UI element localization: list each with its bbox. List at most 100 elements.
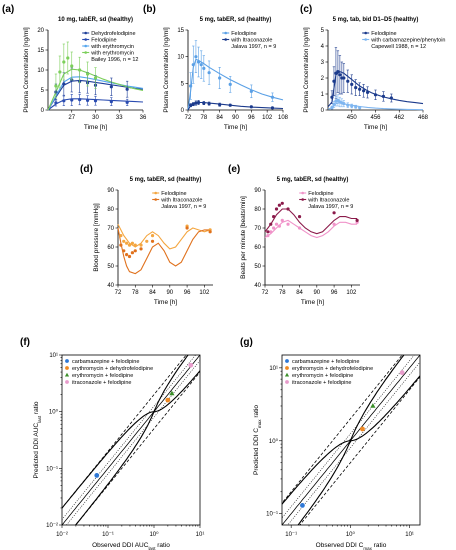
data-point <box>70 64 74 68</box>
data-point <box>145 239 149 243</box>
data-point <box>381 94 386 98</box>
data-point <box>122 239 126 243</box>
data-point <box>78 98 82 102</box>
data-point <box>78 68 82 72</box>
data-point <box>218 76 222 80</box>
legend-label: Felodipine <box>91 38 116 44</box>
data-point <box>125 253 129 257</box>
y-axis-label: Plasma Concentration [ng/ml] <box>163 27 170 112</box>
x-tick-label: 90 <box>232 115 239 121</box>
x-tick-label: 108 <box>278 115 289 121</box>
data-point <box>150 234 155 238</box>
y-tick-label: 20 <box>37 28 44 34</box>
data-point <box>354 86 358 90</box>
y-tick-label: 60 <box>254 245 261 251</box>
x-axis-label: Time [h] <box>84 124 107 131</box>
data-point <box>269 230 273 234</box>
data-point <box>330 106 334 110</box>
legend-label: Felodipine <box>231 31 256 37</box>
data-point <box>280 218 284 222</box>
study-note: Capewell 1988, n = 12 <box>371 44 426 50</box>
x-tick-label: 102 <box>346 290 357 296</box>
x-tick-label: 78 <box>200 115 207 121</box>
data-point <box>139 243 143 247</box>
data-point <box>109 100 113 104</box>
data-point <box>165 397 171 403</box>
x-tick-label: 10⁻¹ <box>285 532 297 538</box>
y-tick-label: 40 <box>254 283 261 289</box>
data-point <box>286 222 290 226</box>
data-point <box>360 426 365 432</box>
x-tick-label: 72 <box>115 290 122 296</box>
legend-label: Felodipine <box>371 31 396 37</box>
x-axis-label: Time [h] <box>364 124 387 131</box>
identity-line <box>62 355 200 525</box>
y-tick-label: 10 <box>37 68 44 74</box>
data-point <box>185 226 189 230</box>
x-tick-label: 456 <box>370 115 381 121</box>
x-tick-label: 72 <box>262 290 269 296</box>
x-tick-label: 78 <box>279 290 286 296</box>
panel-e: (e) 5 mg, tabER, sd (healthy) 72 78 84 90 96 10… <box>228 164 360 306</box>
y-tick-label: 70 <box>254 226 261 232</box>
data-point <box>133 243 137 247</box>
legend-marker <box>285 380 289 384</box>
legend-marker <box>301 191 305 195</box>
guest-limit-lower <box>74 369 200 525</box>
data-point <box>196 60 201 64</box>
y-tick-label: 5 <box>41 88 45 94</box>
y-tick-label: 10¹ <box>269 366 278 372</box>
data-point <box>274 222 279 226</box>
legend-marker <box>285 359 289 363</box>
x-tick-label: 102 <box>262 115 273 121</box>
y-tick-label: 50 <box>107 264 114 270</box>
fold-line-2 <box>282 355 403 504</box>
x-tick-label: 468 <box>418 115 429 121</box>
data-point <box>188 362 194 368</box>
fold-line-1-25 <box>287 361 420 525</box>
x-tick-label: 10⁻¹ <box>102 532 114 538</box>
panel-label: (g) <box>240 337 253 348</box>
data-point <box>355 218 359 222</box>
y-tick-label: 80 <box>107 207 114 213</box>
study-note: Jalava 1997, n = 9 <box>231 44 276 50</box>
legend-label: with Itraconazole <box>160 198 202 204</box>
legend-label: erythromycin + dehydrofelodipine <box>72 366 153 372</box>
data-point <box>297 226 302 230</box>
legend-marker <box>65 359 69 363</box>
x-tick-label: 10¹ <box>405 532 414 538</box>
legend-marker <box>84 31 87 35</box>
series-line-0 <box>117 223 211 250</box>
data-point <box>122 249 126 253</box>
y-tick-label: 0 <box>321 108 325 114</box>
y-tick-label: 80 <box>254 207 261 213</box>
data-point <box>94 473 100 478</box>
data-point <box>350 82 354 86</box>
x-tick-label: 72 <box>185 115 192 121</box>
data-point <box>399 370 405 376</box>
data-point <box>93 99 98 103</box>
panel-label: (a) <box>2 4 14 15</box>
panel-g: (g) 10⁻¹ 10⁻¹ 10⁰ 10⁰ 10¹ 10¹ carbamazepine + f… <box>240 337 421 550</box>
data-point <box>336 70 340 74</box>
legend-label: erythromycin + felodipine <box>292 373 353 379</box>
x-tick-label: 10⁰ <box>346 531 356 538</box>
data-point <box>362 89 366 93</box>
legend-marker <box>65 380 69 384</box>
data-point <box>332 102 336 106</box>
panel-label: (e) <box>228 164 240 175</box>
data-point <box>208 230 212 234</box>
data-point <box>342 76 346 80</box>
data-point <box>266 230 270 234</box>
legend-marker <box>284 372 290 377</box>
data-point <box>358 106 362 110</box>
panel-label: (d) <box>80 164 93 175</box>
y-tick-label: 10⁻¹ <box>266 512 278 518</box>
panel-title: 5 mg, tabER, sd (healthy) <box>277 177 349 183</box>
data-point <box>332 222 336 226</box>
y-axis-label: Plasma Concentration [ng/ml] <box>303 27 310 112</box>
y-axis-label: Predicted DDI AUClast ratio <box>33 401 42 478</box>
guest-limit-lower <box>297 375 420 525</box>
legend-label: itraconazole + felodipine <box>292 380 351 386</box>
y-tick-label: 0 <box>41 108 45 114</box>
